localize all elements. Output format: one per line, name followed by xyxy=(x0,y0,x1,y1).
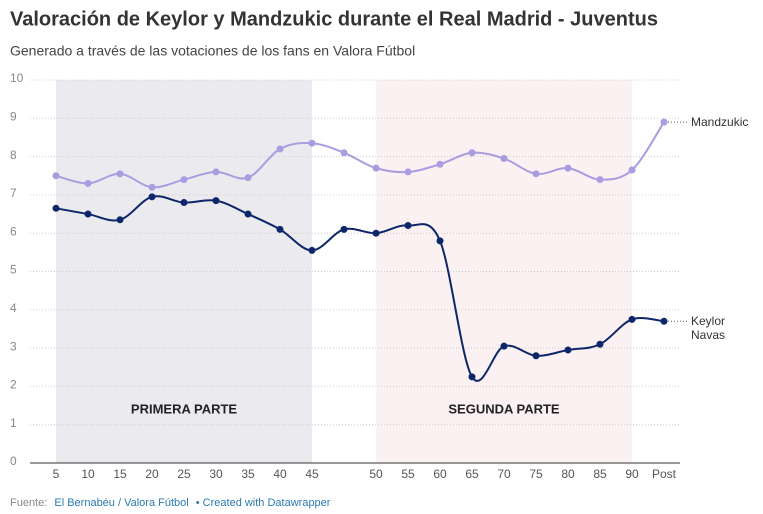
point xyxy=(372,229,380,237)
x-tick-label: 85 xyxy=(593,467,607,481)
point xyxy=(500,155,508,163)
y-tick-label: 1 xyxy=(10,416,17,430)
point xyxy=(308,246,316,254)
point xyxy=(468,149,476,157)
x-tick-label: 75 xyxy=(529,467,543,481)
y-tick-label: 6 xyxy=(10,224,17,238)
point xyxy=(84,179,92,187)
chart-subtitle: Generado a través de las votaciones de l… xyxy=(10,43,415,59)
point xyxy=(596,176,604,184)
y-tick-label: 5 xyxy=(10,263,17,277)
x-tick-label: 90 xyxy=(625,467,639,481)
chart-title: Valoración de Keylor y Mandzukic durante… xyxy=(10,8,658,30)
y-tick-label: 7 xyxy=(10,186,17,200)
x-tick-label: 50 xyxy=(369,467,383,481)
point xyxy=(436,160,444,168)
point xyxy=(468,373,476,381)
x-tick-label: 25 xyxy=(177,467,191,481)
point xyxy=(276,225,284,233)
point xyxy=(500,342,508,350)
point xyxy=(628,315,636,323)
point xyxy=(212,168,220,176)
point xyxy=(564,346,572,354)
series-line xyxy=(55,195,665,382)
x-tick-label: 45 xyxy=(305,467,319,481)
x-tick-label: 15 xyxy=(113,467,127,481)
y-tick-label: 3 xyxy=(10,339,17,353)
point xyxy=(340,149,348,157)
series-label: Keylor Navas xyxy=(691,314,726,343)
point xyxy=(404,168,412,176)
point xyxy=(276,145,284,153)
y-tick-label: 0 xyxy=(10,454,17,468)
point xyxy=(244,174,252,182)
x-tick-label: 55 xyxy=(401,467,415,481)
point xyxy=(404,222,412,230)
point xyxy=(596,340,604,348)
point xyxy=(212,197,220,205)
x-tick-label: Post xyxy=(652,467,677,481)
point xyxy=(372,164,380,172)
point xyxy=(436,237,444,245)
point xyxy=(660,317,668,325)
point xyxy=(532,170,540,178)
x-tick-label: 35 xyxy=(241,467,255,481)
x-tick-label: 10 xyxy=(81,467,95,481)
footer-source: El Bernabéu / Valora Fútbol xyxy=(54,497,188,509)
footer: Fuente: El Bernabéu / Valora Fútbol • Cr… xyxy=(10,497,331,509)
x-tick-label: 30 xyxy=(209,467,223,481)
point xyxy=(148,183,156,191)
y-tick-label: 10 xyxy=(10,71,24,85)
x-tick-label: 60 xyxy=(433,467,447,481)
regions: PRIMERA PARTE SEGUNDA PARTE xyxy=(56,80,632,463)
point xyxy=(52,204,60,212)
x-tick-label: 80 xyxy=(561,467,575,481)
point xyxy=(660,118,668,126)
point xyxy=(180,176,188,184)
x-tick-label: 5 xyxy=(53,467,60,481)
footer-credit: • Created with Datawrapper xyxy=(196,497,331,509)
y-tick-label: 8 xyxy=(10,148,17,162)
point xyxy=(564,164,572,172)
x-tick-label: 20 xyxy=(145,467,159,481)
point xyxy=(340,225,348,233)
point xyxy=(628,166,636,174)
footer-label: Fuente: xyxy=(10,497,47,509)
region-label: PRIMERA PARTE xyxy=(131,401,238,416)
point xyxy=(148,193,156,201)
series-label: Mandzukic xyxy=(691,115,749,130)
y-tick-label: 9 xyxy=(10,109,17,123)
x-tick-label: 40 xyxy=(273,467,287,481)
point xyxy=(52,172,60,180)
point xyxy=(180,199,188,207)
point xyxy=(308,139,316,147)
point xyxy=(532,352,540,360)
point xyxy=(84,210,92,218)
x-tick-label: 65 xyxy=(465,467,479,481)
point xyxy=(244,210,252,218)
region-label: SEGUNDA PARTE xyxy=(448,401,560,416)
x-tick-label: 70 xyxy=(497,467,511,481)
point xyxy=(116,170,124,178)
point xyxy=(116,216,124,224)
y-tick-label: 2 xyxy=(10,378,17,392)
y-tick-label: 4 xyxy=(10,301,17,315)
